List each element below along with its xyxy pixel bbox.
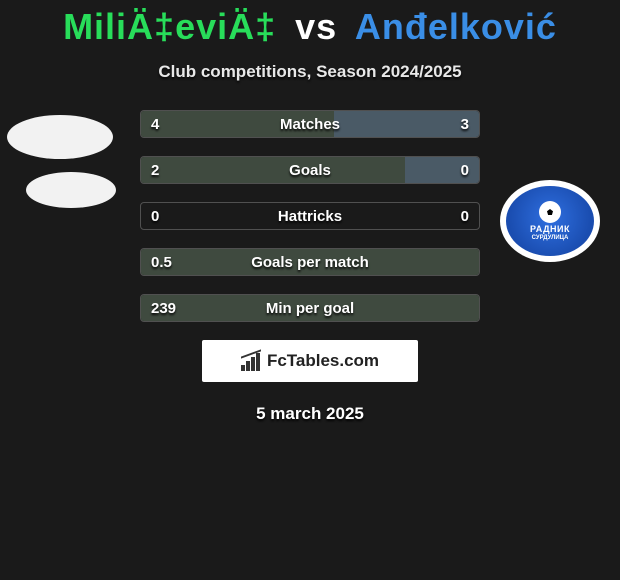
player1-club-placeholder xyxy=(26,172,116,208)
brand-badge[interactable]: FcTables.com xyxy=(202,340,418,382)
stat-row: 2 Goals 0 xyxy=(140,156,480,184)
date-label: 5 march 2025 xyxy=(0,404,620,424)
stat-row: 239 Min per goal xyxy=(140,294,480,322)
stat-label: Goals xyxy=(141,157,479,183)
club-badge-inner: РАДНИК СУРДУЛИЦА xyxy=(506,186,594,256)
stat-row: 4 Matches 3 xyxy=(140,110,480,138)
comparison-card: MiliÄ‡eviÄ‡ vs Anđelković Club competiti… xyxy=(0,0,620,580)
vs-separator: vs xyxy=(295,6,337,47)
soccer-ball-icon xyxy=(539,201,561,223)
club-badge-circle: РАДНИК СУРДУЛИЦА xyxy=(500,180,600,262)
player1-name: MiliÄ‡eviÄ‡ xyxy=(63,6,276,47)
subtitle: Club competitions, Season 2024/2025 xyxy=(0,62,620,82)
stat-label: Min per goal xyxy=(141,295,479,321)
stat-label: Matches xyxy=(141,111,479,137)
stat-value-right: 3 xyxy=(461,111,469,137)
brand-text: FcTables.com xyxy=(267,351,379,371)
stat-value-right: 0 xyxy=(461,157,469,183)
stats-bars: 4 Matches 3 2 Goals 0 0 Hattricks 0 0.5 … xyxy=(140,110,480,322)
stat-row: 0.5 Goals per match xyxy=(140,248,480,276)
club-badge-sub: СУРДУЛИЦА xyxy=(532,235,569,241)
page-title: MiliÄ‡eviÄ‡ vs Anđelković xyxy=(0,0,620,48)
stat-label: Goals per match xyxy=(141,249,479,275)
chart-icon xyxy=(241,351,261,371)
stat-value-right: 0 xyxy=(461,203,469,229)
player2-club-badge: РАДНИК СУРДУЛИЦА xyxy=(500,180,600,262)
player1-avatar-placeholder xyxy=(7,115,113,159)
player2-name: Anđelković xyxy=(355,6,557,47)
stat-row: 0 Hattricks 0 xyxy=(140,202,480,230)
stat-label: Hattricks xyxy=(141,203,479,229)
club-badge-name: РАДНИК xyxy=(530,225,570,234)
